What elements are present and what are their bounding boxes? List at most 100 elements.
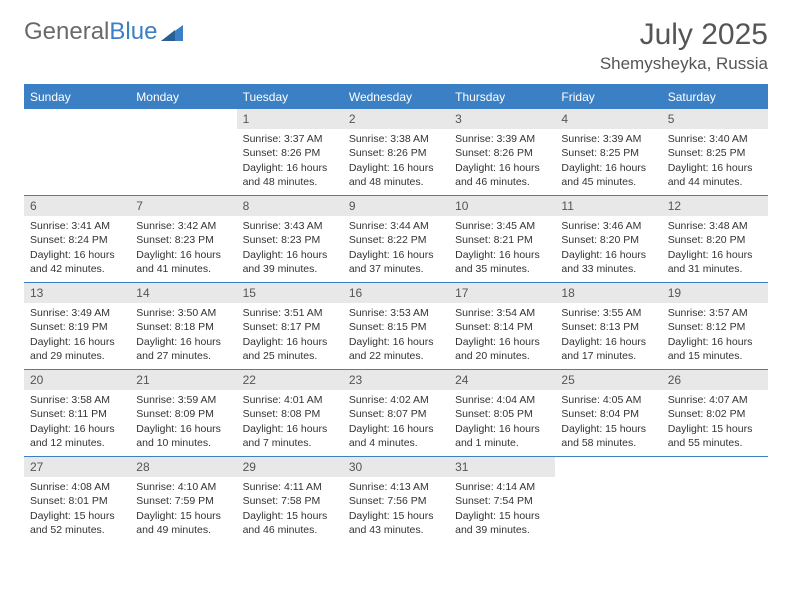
week-row: 27Sunrise: 4:08 AMSunset: 8:01 PMDayligh… <box>24 456 768 543</box>
day-cell: 23Sunrise: 4:02 AMSunset: 8:07 PMDayligh… <box>343 370 449 456</box>
day-body: Sunrise: 3:39 AMSunset: 8:25 PMDaylight:… <box>555 129 661 195</box>
daylight-text: Daylight: 16 hours and 27 minutes. <box>136 335 230 363</box>
sunrise-text: Sunrise: 4:02 AM <box>349 393 443 407</box>
daylight-text: Daylight: 15 hours and 43 minutes. <box>349 509 443 537</box>
day-number: 21 <box>130 370 236 390</box>
day-cell <box>24 109 130 195</box>
day-cell: 18Sunrise: 3:55 AMSunset: 8:13 PMDayligh… <box>555 283 661 369</box>
day-cell: 26Sunrise: 4:07 AMSunset: 8:02 PMDayligh… <box>662 370 768 456</box>
day-number: 11 <box>555 196 661 216</box>
sunrise-text: Sunrise: 3:51 AM <box>243 306 337 320</box>
weeks-holder: 1Sunrise: 3:37 AMSunset: 8:26 PMDaylight… <box>24 108 768 543</box>
day-number: 4 <box>555 109 661 129</box>
daylight-text: Daylight: 16 hours and 12 minutes. <box>30 422 124 450</box>
day-cell: 5Sunrise: 3:40 AMSunset: 8:25 PMDaylight… <box>662 109 768 195</box>
day-body: Sunrise: 4:10 AMSunset: 7:59 PMDaylight:… <box>130 477 236 543</box>
day-body: Sunrise: 4:13 AMSunset: 7:56 PMDaylight:… <box>343 477 449 543</box>
sunset-text: Sunset: 8:23 PM <box>243 233 337 247</box>
sunrise-text: Sunrise: 3:58 AM <box>30 393 124 407</box>
daylight-text: Daylight: 15 hours and 39 minutes. <box>455 509 549 537</box>
day-cell: 15Sunrise: 3:51 AMSunset: 8:17 PMDayligh… <box>237 283 343 369</box>
dow-thursday: Thursday <box>449 86 555 108</box>
day-cell: 21Sunrise: 3:59 AMSunset: 8:09 PMDayligh… <box>130 370 236 456</box>
sunset-text: Sunset: 8:25 PM <box>668 146 762 160</box>
day-number: 9 <box>343 196 449 216</box>
sunrise-text: Sunrise: 3:42 AM <box>136 219 230 233</box>
day-number: 2 <box>343 109 449 129</box>
day-body: Sunrise: 3:54 AMSunset: 8:14 PMDaylight:… <box>449 303 555 369</box>
sunrise-text: Sunrise: 3:39 AM <box>561 132 655 146</box>
day-body: Sunrise: 3:43 AMSunset: 8:23 PMDaylight:… <box>237 216 343 282</box>
calendar: Sunday Monday Tuesday Wednesday Thursday… <box>24 84 768 543</box>
dow-saturday: Saturday <box>662 86 768 108</box>
sunset-text: Sunset: 8:05 PM <box>455 407 549 421</box>
daylight-text: Daylight: 16 hours and 33 minutes. <box>561 248 655 276</box>
day-number: 28 <box>130 457 236 477</box>
day-cell <box>130 109 236 195</box>
day-number <box>24 109 130 113</box>
day-body: Sunrise: 3:46 AMSunset: 8:20 PMDaylight:… <box>555 216 661 282</box>
day-cell <box>662 457 768 543</box>
day-number: 12 <box>662 196 768 216</box>
sunrise-text: Sunrise: 4:11 AM <box>243 480 337 494</box>
day-cell: 29Sunrise: 4:11 AMSunset: 7:58 PMDayligh… <box>237 457 343 543</box>
day-number: 22 <box>237 370 343 390</box>
daylight-text: Daylight: 16 hours and 29 minutes. <box>30 335 124 363</box>
day-body: Sunrise: 3:50 AMSunset: 8:18 PMDaylight:… <box>130 303 236 369</box>
day-cell: 1Sunrise: 3:37 AMSunset: 8:26 PMDaylight… <box>237 109 343 195</box>
day-number <box>555 457 661 461</box>
day-body: Sunrise: 3:51 AMSunset: 8:17 PMDaylight:… <box>237 303 343 369</box>
sunset-text: Sunset: 8:18 PM <box>136 320 230 334</box>
sunset-text: Sunset: 8:12 PM <box>668 320 762 334</box>
sunset-text: Sunset: 8:07 PM <box>349 407 443 421</box>
day-body: Sunrise: 3:42 AMSunset: 8:23 PMDaylight:… <box>130 216 236 282</box>
dow-friday: Friday <box>555 86 661 108</box>
logo: GeneralBlue <box>24 18 183 46</box>
day-cell: 3Sunrise: 3:39 AMSunset: 8:26 PMDaylight… <box>449 109 555 195</box>
day-body: Sunrise: 3:48 AMSunset: 8:20 PMDaylight:… <box>662 216 768 282</box>
sunrise-text: Sunrise: 3:41 AM <box>30 219 124 233</box>
sunset-text: Sunset: 8:20 PM <box>561 233 655 247</box>
day-body: Sunrise: 3:38 AMSunset: 8:26 PMDaylight:… <box>343 129 449 195</box>
sunrise-text: Sunrise: 4:05 AM <box>561 393 655 407</box>
sunrise-text: Sunrise: 4:13 AM <box>349 480 443 494</box>
dow-sunday: Sunday <box>24 86 130 108</box>
daylight-text: Daylight: 15 hours and 46 minutes. <box>243 509 337 537</box>
sunrise-text: Sunrise: 3:59 AM <box>136 393 230 407</box>
logo-text-general: General <box>24 18 109 46</box>
daylight-text: Daylight: 16 hours and 31 minutes. <box>668 248 762 276</box>
daylight-text: Daylight: 16 hours and 1 minute. <box>455 422 549 450</box>
day-number: 13 <box>24 283 130 303</box>
daylight-text: Daylight: 16 hours and 44 minutes. <box>668 161 762 189</box>
sunrise-text: Sunrise: 3:43 AM <box>243 219 337 233</box>
day-number: 14 <box>130 283 236 303</box>
dow-monday: Monday <box>130 86 236 108</box>
day-cell: 4Sunrise: 3:39 AMSunset: 8:25 PMDaylight… <box>555 109 661 195</box>
sunrise-text: Sunrise: 3:40 AM <box>668 132 762 146</box>
month-title: July 2025 <box>600 18 768 52</box>
day-cell: 6Sunrise: 3:41 AMSunset: 8:24 PMDaylight… <box>24 196 130 282</box>
daylight-text: Daylight: 16 hours and 46 minutes. <box>455 161 549 189</box>
daylight-text: Daylight: 15 hours and 55 minutes. <box>668 422 762 450</box>
sunrise-text: Sunrise: 3:48 AM <box>668 219 762 233</box>
daylight-text: Daylight: 15 hours and 52 minutes. <box>30 509 124 537</box>
sunrise-text: Sunrise: 3:46 AM <box>561 219 655 233</box>
day-cell: 2Sunrise: 3:38 AMSunset: 8:26 PMDaylight… <box>343 109 449 195</box>
day-number: 26 <box>662 370 768 390</box>
day-number: 17 <box>449 283 555 303</box>
day-number: 23 <box>343 370 449 390</box>
week-row: 1Sunrise: 3:37 AMSunset: 8:26 PMDaylight… <box>24 108 768 195</box>
sunset-text: Sunset: 8:26 PM <box>455 146 549 160</box>
day-cell: 17Sunrise: 3:54 AMSunset: 8:14 PMDayligh… <box>449 283 555 369</box>
sunset-text: Sunset: 8:11 PM <box>30 407 124 421</box>
daylight-text: Daylight: 16 hours and 48 minutes. <box>243 161 337 189</box>
day-body: Sunrise: 3:59 AMSunset: 8:09 PMDaylight:… <box>130 390 236 456</box>
day-cell: 14Sunrise: 3:50 AMSunset: 8:18 PMDayligh… <box>130 283 236 369</box>
day-body: Sunrise: 4:01 AMSunset: 8:08 PMDaylight:… <box>237 390 343 456</box>
sunset-text: Sunset: 7:54 PM <box>455 494 549 508</box>
day-number: 8 <box>237 196 343 216</box>
sunset-text: Sunset: 8:04 PM <box>561 407 655 421</box>
sunset-text: Sunset: 8:25 PM <box>561 146 655 160</box>
dow-wednesday: Wednesday <box>343 86 449 108</box>
sunset-text: Sunset: 8:15 PM <box>349 320 443 334</box>
